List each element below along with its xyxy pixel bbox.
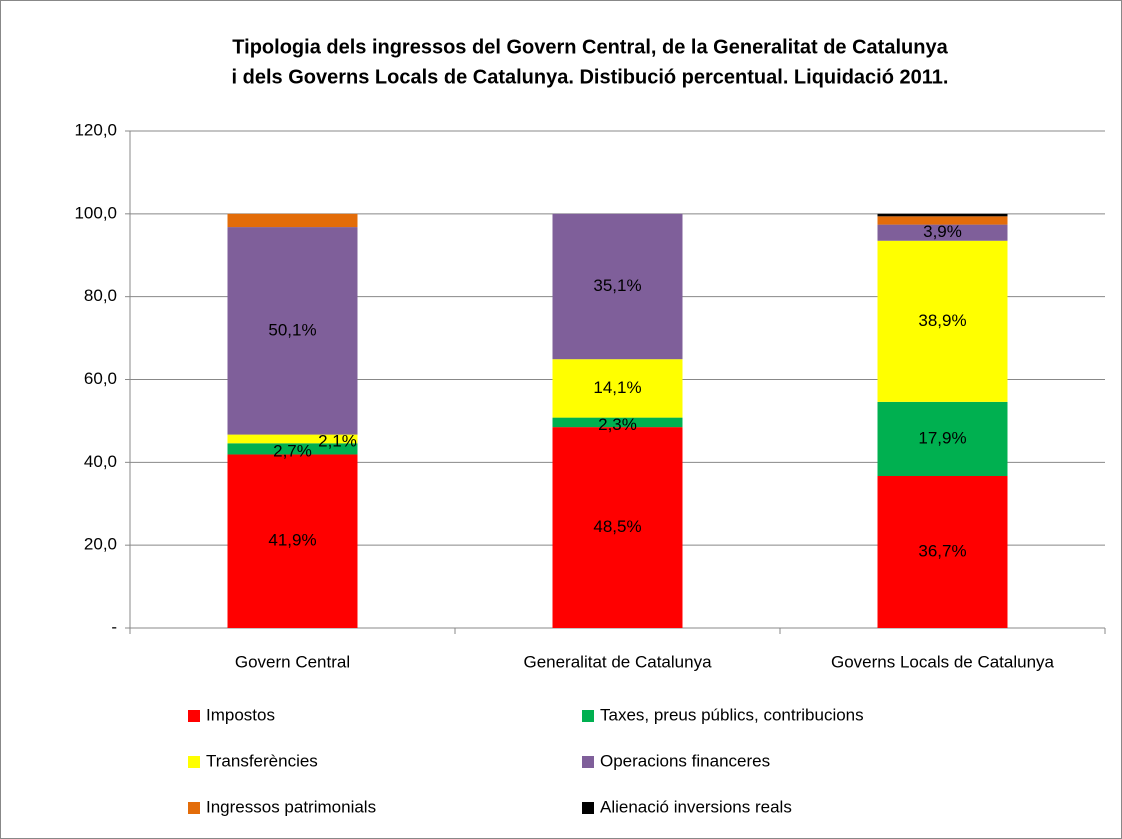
data-label: 38,9%: [918, 311, 966, 330]
y-tick-label: 80,0: [84, 286, 117, 305]
data-label: 17,9%: [918, 428, 966, 447]
x-tick-label: Governs Locals de Catalunya: [831, 652, 1055, 671]
bar-segment: [227, 213, 358, 228]
data-label: 36,7%: [918, 541, 966, 560]
data-label: 2,3%: [598, 415, 637, 434]
legend-label: Transferències: [206, 751, 318, 770]
legend-swatch: [188, 710, 200, 722]
legend-swatch: [188, 802, 200, 814]
data-label: 50,1%: [268, 320, 316, 339]
data-label: 2,7%: [273, 441, 312, 460]
legend-label: Taxes, preus públics, contribucions: [600, 705, 864, 724]
bar-segment: [877, 476, 1008, 628]
bar-segment: [877, 216, 1008, 225]
legend-swatch: [582, 710, 594, 722]
y-tick-label: -: [111, 617, 117, 636]
legend-label: Impostos: [206, 705, 275, 724]
y-tick-label: 20,0: [84, 535, 117, 554]
legend-label: Ingressos patrimonials: [206, 797, 376, 816]
legend-swatch: [188, 756, 200, 768]
data-label: 35,1%: [593, 276, 641, 295]
y-tick-label: 100,0: [74, 203, 117, 222]
bar-segment: [552, 427, 683, 628]
legend-label: Alienació inversions reals: [600, 797, 792, 816]
bar-segment: [877, 224, 1008, 241]
bar-segment: [877, 240, 1008, 402]
data-label: 2,1%: [318, 431, 357, 450]
chart-title: i dels Governs Locals de Catalunya. Dist…: [232, 66, 949, 88]
y-tick-label: 120,0: [74, 120, 117, 139]
legend-label: Operacions financeres: [600, 751, 770, 770]
bar-segment: [552, 213, 683, 360]
x-tick-label: Generalitat de Catalunya: [523, 652, 712, 671]
bar-segment: [227, 443, 358, 455]
bar-segment: [552, 417, 683, 428]
data-label: 48,5%: [593, 517, 641, 536]
data-label: 41,9%: [268, 531, 316, 550]
bar-segment: [227, 434, 358, 444]
legend-swatch: [582, 756, 594, 768]
legend-swatch: [582, 802, 594, 814]
y-tick-label: 40,0: [84, 452, 117, 471]
bar-segment: [877, 213, 1008, 217]
data-label: 3,9%: [923, 222, 962, 241]
bar-segment: [227, 454, 358, 628]
bar-segment: [552, 359, 683, 418]
y-tick-label: 60,0: [84, 369, 117, 388]
data-label: 14,1%: [593, 378, 641, 397]
x-tick-label: Govern Central: [235, 652, 350, 671]
bar-segment: [227, 227, 358, 435]
bar-segment: [877, 401, 1008, 477]
chart-title: Tipologia dels ingressos del Govern Cent…: [232, 36, 948, 58]
